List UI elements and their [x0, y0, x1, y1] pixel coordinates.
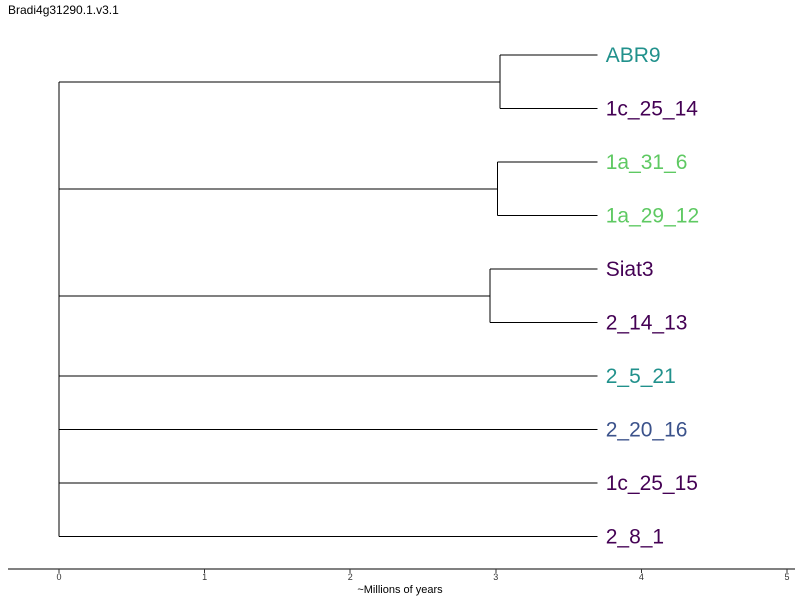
tip-label: Siat3	[606, 258, 654, 281]
tip-label: 1a_31_6	[606, 151, 688, 174]
x-tick-label: 2	[348, 572, 353, 582]
tree-branches	[58, 54, 598, 537]
tip-label: 2_20_16	[606, 419, 688, 442]
x-axis-title: ~Millions of years	[357, 584, 443, 596]
tip-label: 1c_25_14	[606, 98, 699, 121]
x-tick-label: 5	[784, 572, 789, 582]
tip-label: 2_14_13	[606, 312, 688, 335]
x-tick-label: 4	[639, 572, 644, 582]
tip-label: 2_8_1	[606, 526, 664, 549]
tip-label: 1a_29_12	[606, 205, 699, 228]
tip-label: 2_5_21	[606, 365, 676, 388]
x-tick-label: 0	[56, 572, 61, 582]
tip-label: ABR9	[606, 44, 661, 67]
x-axis-ticks: 0 1 2 3 4 5	[56, 569, 790, 582]
x-tick-label: 1	[202, 572, 207, 582]
x-tick-label: 3	[493, 572, 498, 582]
chart-title: Bradi4g31290.1.v3.1	[8, 3, 119, 17]
tip-label: 1c_25_15	[606, 472, 698, 495]
tip-labels: ABR9 1c_25_14 1a_31_6 1a_29_12 Siat3 2_14_13 2…	[606, 44, 699, 549]
x-axis: 0 1 2 3 4 5 ~Millions of years	[8, 568, 795, 596]
